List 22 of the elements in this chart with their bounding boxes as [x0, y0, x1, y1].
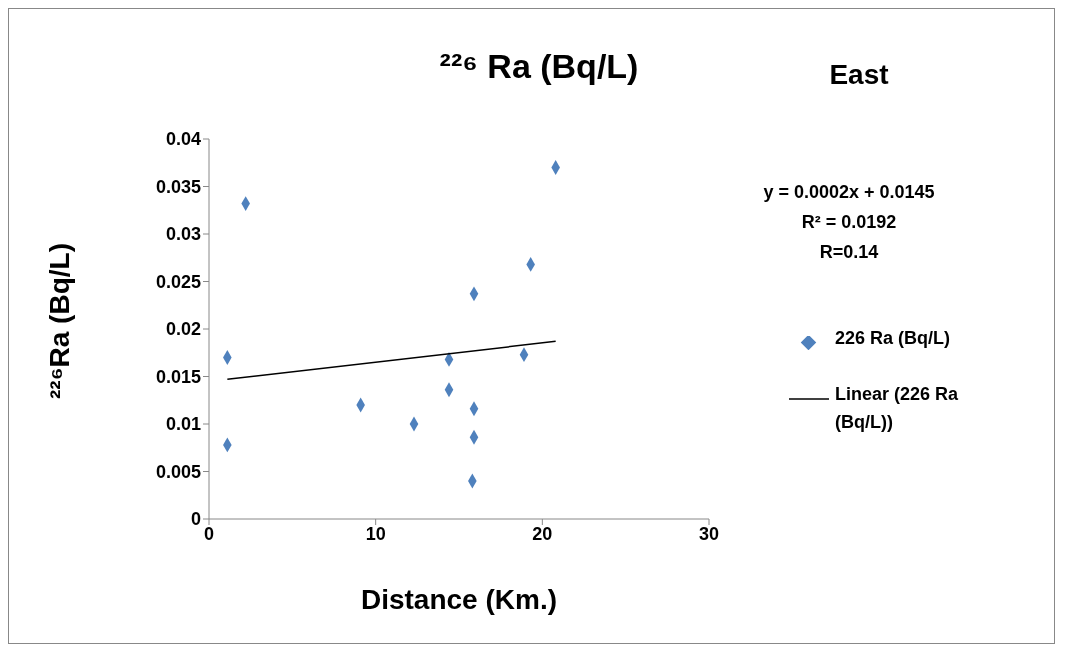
y-tick-label: 0.035 — [155, 176, 201, 197]
x-axis-title: Distance (Km.) — [360, 584, 558, 615]
text: R² = 0.0192 — [800, 211, 898, 234]
text: East — [828, 59, 890, 91]
y-tick-label: 0.005 — [155, 461, 201, 482]
text: y = 0.0002x + 0.0145 — [762, 181, 936, 204]
legend-label: Linear (226 Ra (Bq/L)) — [835, 383, 960, 434]
y-tick-label: 0.04 — [165, 129, 201, 150]
y-tick-label: 0.03 — [165, 224, 201, 245]
x-tick-label: 30 — [698, 523, 720, 544]
y-axis-title: ²²⁶Ra (Bq/L) — [43, 243, 75, 399]
chart-title: ²²⁶ Ra (Bq/L) — [438, 47, 640, 86]
y-tick-label: 0.015 — [155, 366, 201, 387]
legend-label: 226 Ra (Bq/L) — [835, 327, 952, 350]
x-tick-label: 10 — [365, 523, 386, 544]
y-tick-label: 0.01 — [165, 414, 201, 435]
x-tick-label: 0 — [203, 523, 215, 544]
y-tick-label: 0.02 — [165, 319, 201, 340]
text: R=0.14 — [818, 241, 880, 264]
y-tick-label: 0 — [190, 509, 201, 530]
x-tick-label: 20 — [532, 523, 553, 544]
y-tick-label: 0.025 — [155, 271, 201, 292]
